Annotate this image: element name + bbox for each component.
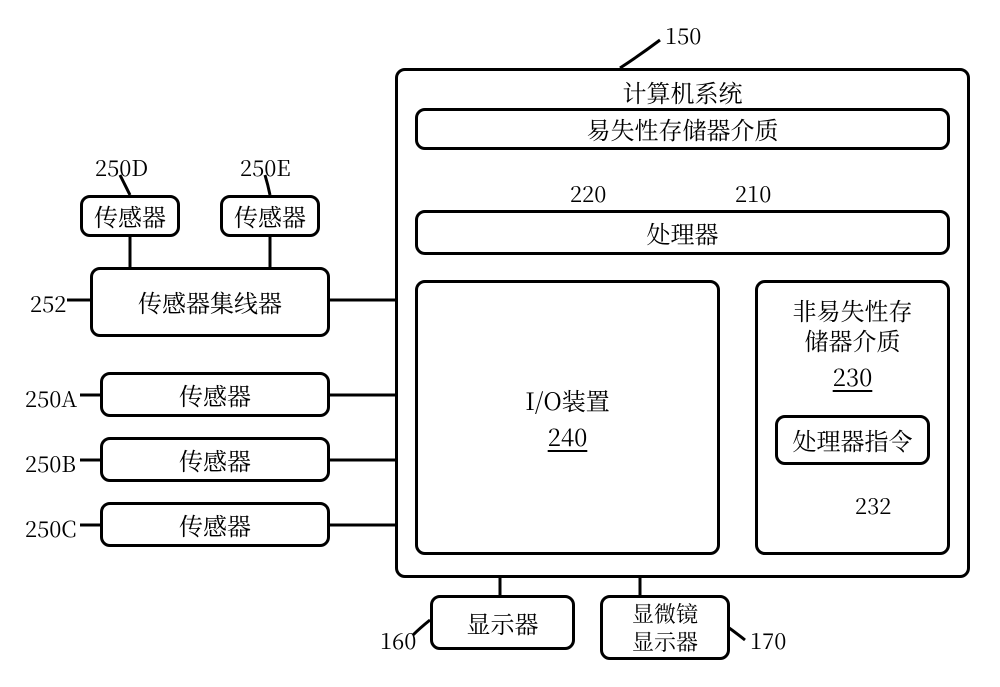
ref-250c: 250C [25, 513, 77, 544]
sensor-a-label: 传感器 [179, 380, 251, 410]
sensor-hub-box: 传感器集线器 [90, 267, 330, 337]
ref-250d: 250D [95, 152, 148, 183]
nonvolatile-ref: 230 [833, 361, 873, 391]
io-device-label: I/O装置 [525, 385, 610, 415]
ref-150: 150 [665, 20, 701, 51]
ref-220: 220 [570, 178, 606, 209]
ref-232: 232 [855, 490, 891, 521]
sensor-e-label: 传感器 [234, 201, 306, 231]
display-label: 显示器 [467, 608, 539, 638]
sensor-c-box: 传感器 [100, 502, 330, 547]
computer-system-title: 计算机系统 [623, 77, 743, 107]
sensor-d-box: 传感器 [80, 195, 180, 237]
nonvolatile-l2: 储器介质 [805, 325, 901, 355]
sensor-c-label: 传感器 [179, 510, 251, 540]
sensor-hub-label: 传感器集线器 [138, 287, 282, 317]
ref-250e: 250E [240, 152, 291, 183]
diagram-canvas: 计算机系统 易失性存储器介质 处理器 I/O装置 240 非易失性存 储器介质 … [0, 0, 1000, 687]
display-box: 显示器 [430, 595, 575, 650]
processor-instructions-label: 处理器指令 [793, 425, 913, 455]
sensor-b-label: 传感器 [179, 445, 251, 475]
microscope-display-box: 显微镜 显示器 [600, 595, 730, 660]
ref-250a: 250A [25, 383, 77, 414]
volatile-memory-box: 易失性存储器介质 [415, 108, 950, 150]
ref-160: 160 [380, 625, 416, 656]
io-device-ref: 240 [548, 421, 588, 451]
nonvolatile-l1: 非易失性存 [793, 295, 913, 325]
sensor-a-box: 传感器 [100, 372, 330, 417]
processor-box: 处理器 [415, 210, 950, 255]
processor-label: 处理器 [647, 218, 719, 248]
ref-250b: 250B [25, 448, 76, 479]
microscope-l2: 显示器 [632, 628, 698, 656]
ref-210: 210 [735, 178, 771, 209]
ref-170: 170 [750, 625, 786, 656]
sensor-e-box: 传感器 [220, 195, 320, 237]
volatile-memory-label: 易失性存储器介质 [587, 114, 779, 144]
processor-instructions-box: 处理器指令 [775, 415, 930, 465]
sensor-b-box: 传感器 [100, 437, 330, 482]
ref-252: 252 [30, 288, 66, 319]
microscope-l1: 显微镜 [632, 600, 698, 628]
sensor-d-label: 传感器 [94, 201, 166, 231]
io-device-box: I/O装置 240 [415, 280, 720, 555]
